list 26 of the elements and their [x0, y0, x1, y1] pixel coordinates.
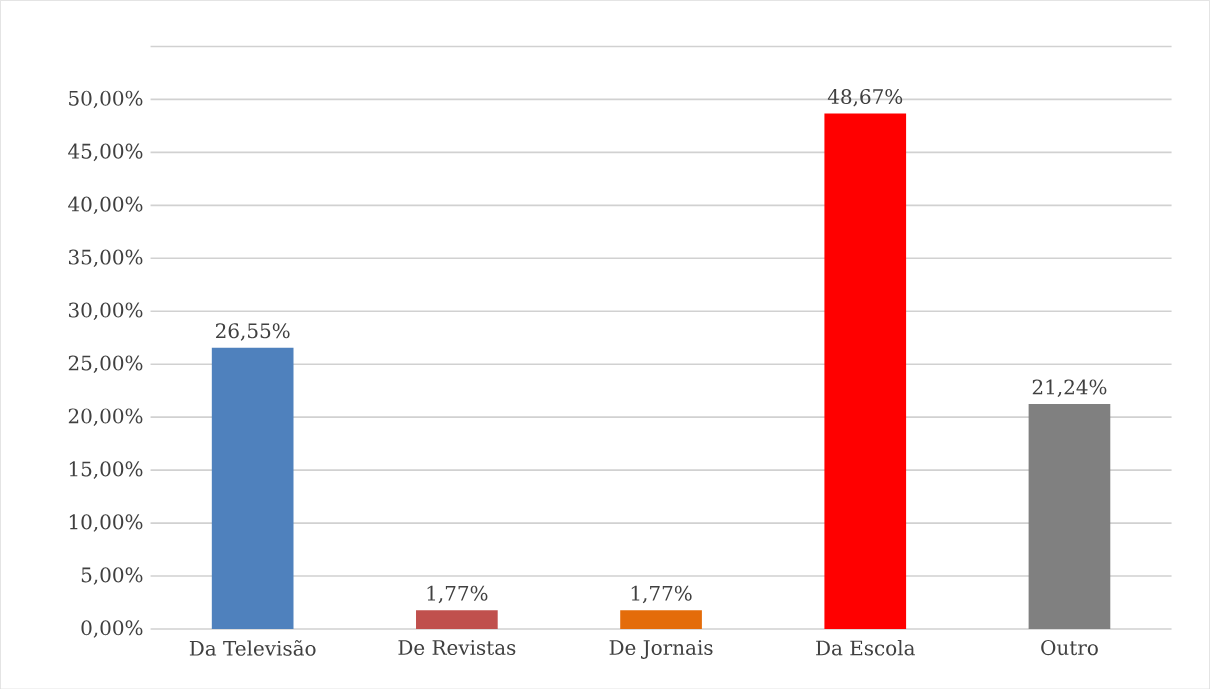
data-label: 1,77%	[631, 585, 692, 603]
data-label: 1,77%	[427, 585, 488, 603]
x-tick-label: De Revistas	[398, 639, 516, 655]
y-tick-label: 30,00%	[69, 302, 143, 320]
y-tick-label: 5,00%	[81, 567, 143, 585]
y-tick-label: 10,00%	[69, 514, 143, 532]
y-tick-label: 40,00%	[68, 196, 143, 214]
bar	[211, 347, 294, 629]
y-tick-label: 35,00%	[69, 249, 143, 267]
y-tick-label: 0,00%	[81, 619, 143, 638]
bar	[1028, 403, 1111, 629]
bar	[416, 610, 498, 629]
y-tick-label: 25,00%	[68, 355, 143, 373]
data-label: 21,24%	[1032, 379, 1107, 397]
x-tick-label: Outro	[1041, 639, 1098, 655]
x-tick-label: Da Televisão	[189, 639, 316, 656]
y-tick-label: 15,00%	[69, 461, 143, 479]
data-label: 26,55%	[215, 322, 290, 341]
data-label: 48,67%	[827, 88, 903, 107]
y-tick-label: 45,00%	[68, 143, 143, 161]
bar	[824, 113, 907, 629]
y-tick-label: 50,00%	[69, 90, 143, 108]
y-tick-label: 20,00%	[68, 408, 143, 426]
x-tick-label: De Jornais	[609, 639, 713, 659]
x-tick-label: Da Escola	[816, 639, 915, 656]
bar	[620, 610, 702, 629]
